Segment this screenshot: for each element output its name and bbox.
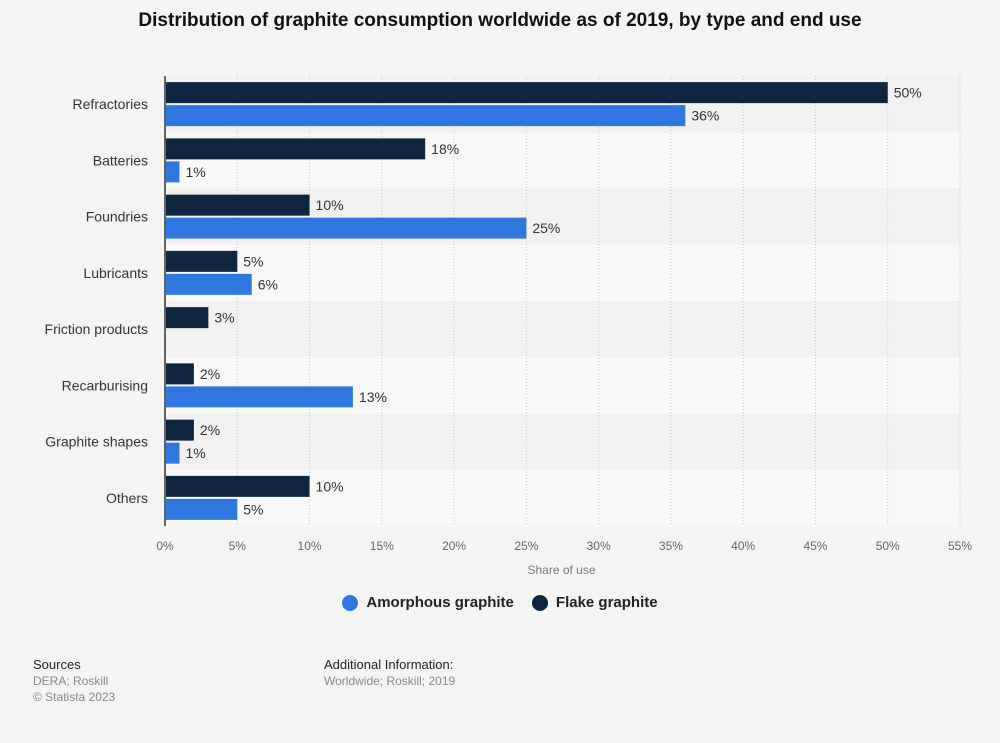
legend-dot-amorphous: [342, 594, 359, 611]
value-label: 13%: [359, 389, 387, 405]
value-label: 10%: [316, 478, 344, 494]
bar-amorphous: [166, 442, 180, 464]
x-tick-label: 55%: [948, 539, 972, 553]
legend-item-amorphous[interactable]: Amorphous graphite: [342, 594, 514, 611]
sources-title: Sources: [33, 657, 81, 672]
sources-line: DERA; Roskill: [33, 674, 109, 688]
x-tick-label: 15%: [370, 539, 394, 553]
value-label: 6%: [258, 276, 278, 292]
category-label: Recarburising: [62, 377, 148, 393]
value-label: 10%: [316, 197, 344, 213]
value-label: 3%: [214, 310, 234, 326]
value-label: 2%: [200, 366, 220, 382]
x-tick-label: 25%: [514, 539, 538, 553]
value-label: 2%: [200, 422, 220, 438]
legend-item-flake[interactable]: Flake graphite: [531, 594, 658, 611]
row-band: [165, 413, 960, 470]
x-tick-label: 50%: [876, 539, 900, 553]
bar-flake: [166, 363, 194, 385]
x-tick-label: 35%: [659, 539, 683, 553]
x-tick-label: 0%: [156, 539, 174, 553]
value-label: 50%: [894, 85, 922, 101]
bar-amorphous: [166, 273, 252, 295]
bar-chart: 0% 5% 10% 15% 20% 25% 30% 35% 40% 45% 50% 55% Share …: [45, 76, 972, 577]
legend-dot-flake: [531, 594, 548, 611]
category-label: Lubricants: [83, 265, 148, 281]
row-band: [165, 244, 960, 301]
chart-legend: Amorphous graphite Flake graphite: [0, 594, 1000, 611]
category-label: Others: [106, 490, 148, 506]
legend-label-amorphous: Amorphous graphite: [366, 594, 514, 611]
x-tick-label: 45%: [803, 539, 827, 553]
bar-flake: [166, 419, 194, 441]
x-tick-label: 10%: [298, 539, 322, 553]
value-label: 25%: [532, 220, 560, 236]
bar-flake: [166, 138, 426, 160]
x-axis-title: Share of use: [527, 563, 595, 577]
value-label: 18%: [431, 141, 459, 157]
legend-label-flake: Flake graphite: [555, 594, 658, 611]
bar-flake: [166, 82, 888, 104]
value-label: 5%: [243, 253, 263, 269]
x-tick-label: 5%: [229, 539, 247, 553]
sources-block: Sources DERA; Roskill © Statista 2023: [33, 657, 115, 705]
bar-amorphous: [166, 386, 353, 408]
bar-flake: [166, 194, 310, 216]
bar-amorphous: [166, 161, 180, 183]
bar-amorphous: [166, 217, 527, 239]
additional-info-title: Additional Information:: [324, 657, 454, 672]
bar-flake: [166, 307, 209, 329]
category-label: Foundries: [86, 209, 148, 225]
bar-flake: [166, 250, 238, 272]
value-label: 5%: [243, 501, 263, 517]
bar-flake: [166, 475, 310, 497]
value-label: 1%: [185, 164, 205, 180]
additional-info-line: Worldwide; Roskill; 2019: [324, 674, 456, 688]
x-tick-label: 20%: [442, 539, 466, 553]
bar-amorphous: [166, 105, 686, 127]
row-band: [165, 301, 960, 358]
value-label: 36%: [691, 108, 719, 124]
chart-title: Distribution of graphite consumption wor…: [138, 10, 862, 31]
additional-info-block: Additional Information: Worldwide; Roski…: [324, 657, 455, 689]
bar-amorphous: [166, 498, 238, 520]
x-tick-label: 30%: [587, 539, 611, 553]
x-tick-label: 40%: [731, 539, 755, 553]
category-label: Friction products: [45, 321, 148, 337]
value-label: 1%: [185, 445, 205, 461]
category-label: Batteries: [93, 152, 148, 168]
category-label: Graphite shapes: [45, 434, 148, 450]
copyright-line: © Statista 2023: [33, 690, 116, 704]
category-label: Refractories: [73, 96, 148, 112]
